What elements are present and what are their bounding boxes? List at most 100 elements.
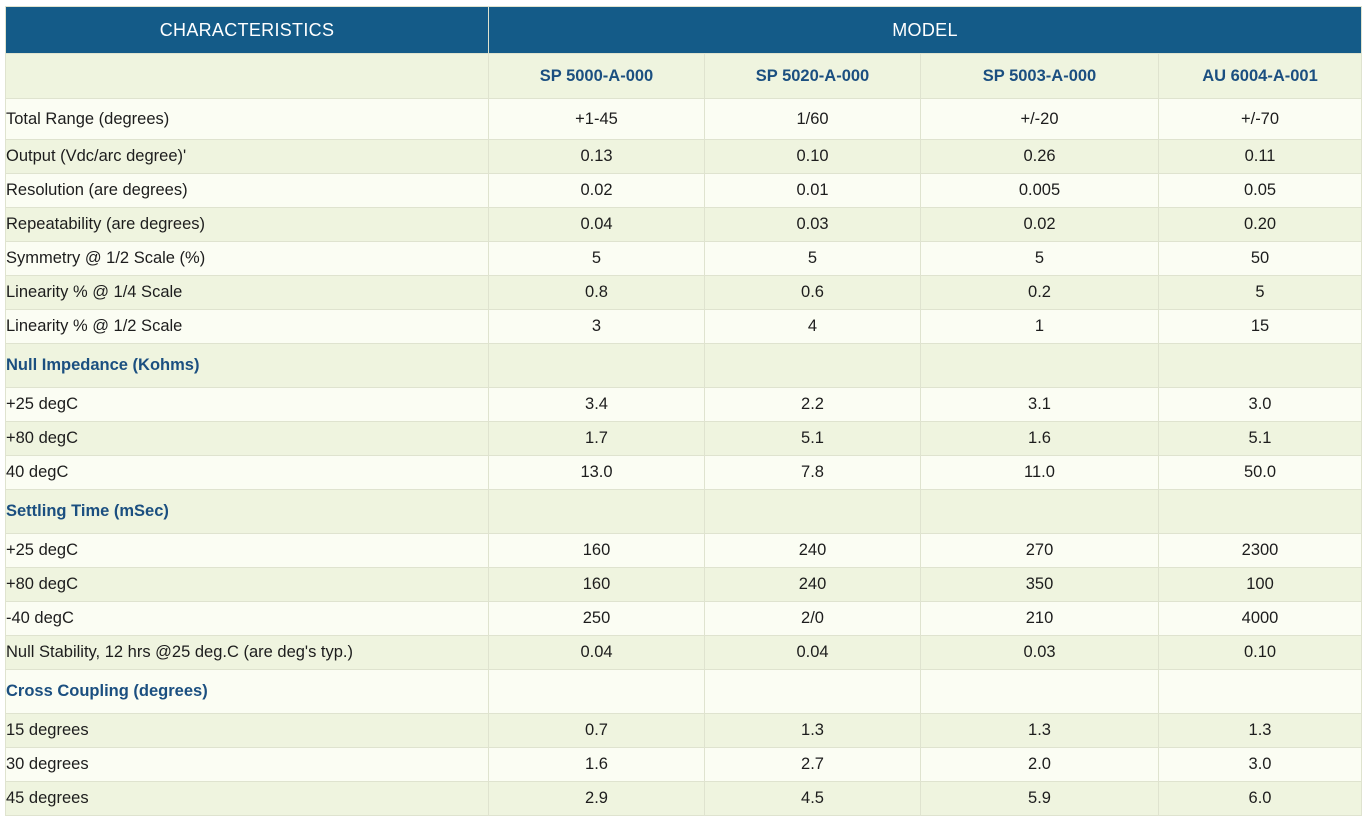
value-cell: 350 xyxy=(920,567,1159,602)
table-row: +25 degC 3.4 2.2 3.1 3.0 xyxy=(5,387,1363,422)
value-cell: 1.3 xyxy=(920,713,1159,748)
row-label: 40 degC xyxy=(5,455,489,490)
value-cell: 1 xyxy=(920,309,1159,344)
value-cell: 5 xyxy=(1157,275,1363,310)
row-label: 30 degrees xyxy=(5,747,489,782)
value-cell: 1.6 xyxy=(488,747,705,782)
section-blank-cell xyxy=(488,343,705,388)
value-cell: 7.8 xyxy=(704,455,921,490)
row-label: +25 degC xyxy=(5,533,489,568)
table-row: +80 degC 160 240 350 100 xyxy=(5,567,1363,602)
value-cell: 50 xyxy=(1157,241,1363,276)
section-blank-cell xyxy=(704,669,921,714)
row-label: +25 degC xyxy=(5,387,489,422)
table-row: Linearity % @ 1/2 Scale 3 4 1 15 xyxy=(5,309,1363,344)
table-row: Null Stability, 12 hrs @25 deg.C (are de… xyxy=(5,635,1363,670)
value-cell: 1.3 xyxy=(704,713,921,748)
value-cell: 1/60 xyxy=(704,98,921,140)
table-body: SP 5000-A-000 SP 5020-A-000 SP 5003-A-00… xyxy=(5,53,1363,816)
model-names-row: SP 5000-A-000 SP 5020-A-000 SP 5003-A-00… xyxy=(5,53,1363,99)
table-row: 15 degrees 0.7 1.3 1.3 1.3 xyxy=(5,713,1363,748)
row-label: 15 degrees xyxy=(5,713,489,748)
row-label: Symmetry @ 1/2 Scale (%) xyxy=(5,241,489,276)
value-cell: 100 xyxy=(1157,567,1363,602)
table-row: 40 degC 13.0 7.8 11.0 50.0 xyxy=(5,455,1363,490)
value-cell: 0.02 xyxy=(488,173,705,208)
model-name: SP 5003-A-000 xyxy=(920,53,1159,99)
section-blank-cell xyxy=(488,669,705,714)
value-cell: 5 xyxy=(704,241,921,276)
table-row: Symmetry @ 1/2 Scale (%) 5 5 5 50 xyxy=(5,241,1363,276)
value-cell: 2.2 xyxy=(704,387,921,422)
value-cell: 0.02 xyxy=(920,207,1159,242)
row-label: Null Stability, 12 hrs @25 deg.C (are de… xyxy=(5,635,489,670)
model-name: SP 5000-A-000 xyxy=(488,53,705,99)
value-cell: 240 xyxy=(704,567,921,602)
value-cell: 0.10 xyxy=(1157,635,1363,670)
row-label: Linearity % @ 1/2 Scale xyxy=(5,309,489,344)
table-row: 30 degrees 1.6 2.7 2.0 3.0 xyxy=(5,747,1363,782)
value-cell: 0.2 xyxy=(920,275,1159,310)
section-blank-cell xyxy=(704,489,921,534)
row-label: Resolution (are degrees) xyxy=(5,173,489,208)
value-cell: 160 xyxy=(488,567,705,602)
model-row-blank-cell xyxy=(5,53,489,99)
value-cell: 3.0 xyxy=(1157,747,1363,782)
value-cell: 3.4 xyxy=(488,387,705,422)
value-cell: 5.1 xyxy=(704,421,921,456)
section-label: Cross Coupling (degrees) xyxy=(5,669,489,714)
row-label: Total Range (degrees) xyxy=(5,98,489,140)
value-cell: 0.13 xyxy=(488,139,705,174)
value-cell: 3 xyxy=(488,309,705,344)
value-cell: 3.0 xyxy=(1157,387,1363,422)
value-cell: 0.6 xyxy=(704,275,921,310)
value-cell: 50.0 xyxy=(1157,455,1363,490)
section-label: Settling Time (mSec) xyxy=(5,489,489,534)
row-label: +80 degC xyxy=(5,567,489,602)
value-cell: 270 xyxy=(920,533,1159,568)
section-header-row: Null Impedance (Kohms) xyxy=(5,343,1363,388)
row-label: +80 degC xyxy=(5,421,489,456)
table-row: -40 degC 250 2/0 210 4000 xyxy=(5,601,1363,636)
value-cell: 3.1 xyxy=(920,387,1159,422)
spec-table: CHARACTERISTICS MODEL SP 5000-A-000 SP 5… xyxy=(5,6,1363,816)
value-cell: 160 xyxy=(488,533,705,568)
value-cell: 5.1 xyxy=(1157,421,1363,456)
value-cell: 5 xyxy=(920,241,1159,276)
value-cell: 0.03 xyxy=(704,207,921,242)
section-header-row: Settling Time (mSec) xyxy=(5,489,1363,534)
section-blank-cell xyxy=(920,669,1159,714)
table-row: 45 degrees 2.9 4.5 5.9 6.0 xyxy=(5,781,1363,816)
table-row: +80 degC 1.7 5.1 1.6 5.1 xyxy=(5,421,1363,456)
value-cell: +/-70 xyxy=(1157,98,1363,140)
section-blank-cell xyxy=(1157,669,1363,714)
value-cell: +1-45 xyxy=(488,98,705,140)
value-cell: 0.05 xyxy=(1157,173,1363,208)
table-row: Resolution (are degrees) 0.02 0.01 0.005 0.0… xyxy=(5,173,1363,208)
value-cell: 0.03 xyxy=(920,635,1159,670)
value-cell: 0.10 xyxy=(704,139,921,174)
section-blank-cell xyxy=(1157,343,1363,388)
value-cell: 5.9 xyxy=(920,781,1159,816)
characteristics-header: CHARACTERISTICS xyxy=(5,6,489,54)
row-label: Repeatability (are degrees) xyxy=(5,207,489,242)
value-cell: 15 xyxy=(1157,309,1363,344)
section-header-row: Cross Coupling (degrees) xyxy=(5,669,1363,714)
value-cell: 0.26 xyxy=(920,139,1159,174)
value-cell: 6.0 xyxy=(1157,781,1363,816)
section-blank-cell xyxy=(704,343,921,388)
value-cell: 0.005 xyxy=(920,173,1159,208)
value-cell: 4000 xyxy=(1157,601,1363,636)
value-cell: +/-20 xyxy=(920,98,1159,140)
value-cell: 4 xyxy=(704,309,921,344)
value-cell: 4.5 xyxy=(704,781,921,816)
value-cell: 0.11 xyxy=(1157,139,1363,174)
value-cell: 13.0 xyxy=(488,455,705,490)
value-cell: 1.7 xyxy=(488,421,705,456)
value-cell: 5 xyxy=(488,241,705,276)
model-name: SP 5020-A-000 xyxy=(704,53,921,99)
value-cell: 210 xyxy=(920,601,1159,636)
value-cell: 2/0 xyxy=(704,601,921,636)
row-label: Linearity % @ 1/4 Scale xyxy=(5,275,489,310)
value-cell: 1.6 xyxy=(920,421,1159,456)
